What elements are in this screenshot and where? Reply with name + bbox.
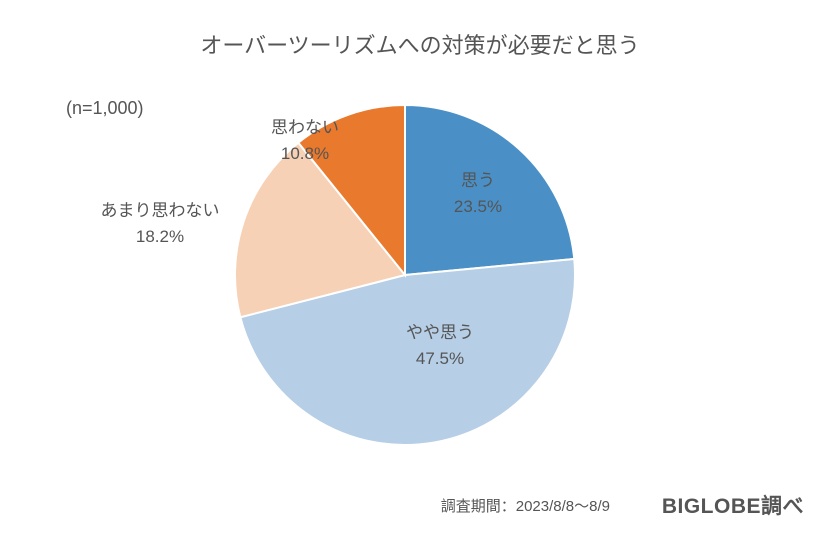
slice-label-value: 10.8%: [281, 144, 329, 163]
slice-label: 思う 23.5%: [454, 168, 502, 219]
slice-label: あまり思わない 18.2%: [101, 198, 220, 249]
slice-label-name: やや思う: [406, 323, 474, 342]
survey-period: 調査期間：2023/8/8～8/9: [441, 495, 610, 516]
sample-size: (n=1,000): [66, 98, 144, 119]
slice-label-name: 思わない: [271, 118, 339, 137]
slice-label-value: 18.2%: [136, 227, 184, 246]
slice-label-value: 47.5%: [416, 349, 464, 368]
source-credit: BIGLOBE調べ: [662, 490, 804, 520]
slice-label-value: 23.5%: [454, 197, 502, 216]
chart-title: オーバーツーリズムへの対策が必要だと思う: [0, 28, 840, 60]
slice-label-name: 思う: [461, 171, 495, 190]
slice-label: やや思う 47.5%: [406, 320, 474, 371]
slice-label: 思わない 10.8%: [271, 115, 339, 166]
slice-label-name: あまり思わない: [101, 201, 220, 220]
